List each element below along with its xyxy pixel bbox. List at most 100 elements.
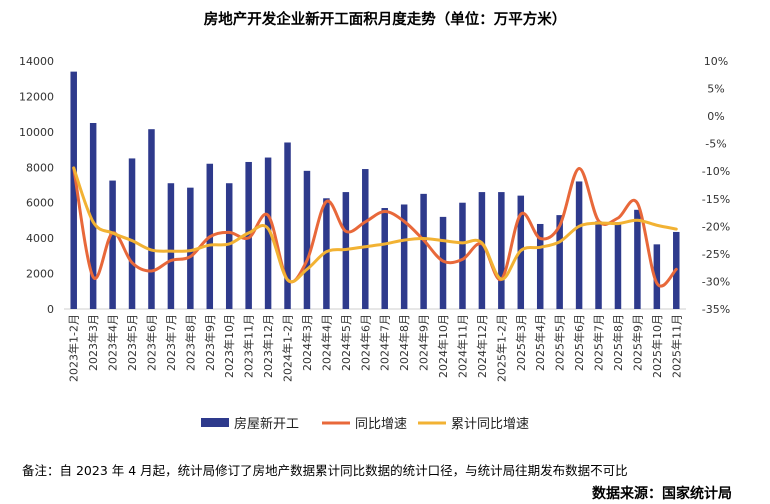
point-cumulative-yoy-growth bbox=[306, 268, 308, 270]
point-cumulative-yoy-growth bbox=[286, 279, 289, 281]
point-yoy-growth bbox=[306, 259, 308, 262]
legend-yoy-growth: 同比增速 bbox=[355, 417, 407, 432]
x-axis-tick: 2025年1-2月 bbox=[494, 314, 508, 382]
bar-new-starts bbox=[167, 183, 175, 309]
x-axis-tick: 2024年10月 bbox=[436, 314, 450, 378]
point-yoy-growth bbox=[597, 220, 600, 222]
x-axis-tick: 2023年11月 bbox=[242, 314, 256, 378]
bar-new-starts bbox=[284, 142, 291, 309]
point-yoy-growth bbox=[442, 260, 444, 262]
point-cumulative-yoy-growth bbox=[461, 242, 464, 244]
x-axis-tick: 2025年4月 bbox=[533, 314, 547, 371]
point-cumulative-yoy-growth bbox=[325, 251, 328, 253]
x-axis-tick: 2025年3月 bbox=[514, 314, 528, 371]
point-cumulative-yoy-growth bbox=[675, 228, 677, 230]
left-axis-tick: 12000 bbox=[19, 90, 54, 103]
x-axis-tick: 2024年3月 bbox=[300, 314, 314, 371]
x-axis-tick: 2024年8月 bbox=[397, 314, 411, 371]
point-cumulative-yoy-growth bbox=[481, 242, 483, 244]
point-yoy-growth bbox=[325, 200, 328, 203]
point-cumulative-yoy-growth bbox=[209, 244, 211, 246]
footnote: 备注：自 2023 年 4 月起，统计局修订了房地产数据累计同比数据的统计口径，… bbox=[22, 463, 628, 478]
bar-new-starts bbox=[439, 216, 447, 309]
right-axis-tick: 10% bbox=[704, 55, 728, 68]
x-axis-tick: 2025年7月 bbox=[592, 314, 606, 371]
x-axis-tick: 2024年6月 bbox=[358, 314, 372, 371]
point-yoy-growth bbox=[228, 231, 230, 233]
point-cumulative-yoy-growth bbox=[559, 241, 561, 243]
bar-new-starts bbox=[498, 192, 505, 309]
x-axis-tick: 2025年10月 bbox=[650, 314, 664, 378]
line-cumulative-yoy-growth bbox=[72, 166, 678, 284]
point-yoy-growth bbox=[656, 282, 658, 284]
point-cumulative-yoy-growth bbox=[364, 246, 366, 248]
point-yoy-growth bbox=[384, 210, 386, 213]
right-axis-tick: 5% bbox=[707, 83, 724, 96]
point-yoy-growth bbox=[345, 230, 347, 232]
x-axis-tick: 2023年3月 bbox=[86, 314, 100, 371]
x-axis-tick: 2023年4月 bbox=[106, 314, 120, 371]
bar-new-starts bbox=[109, 180, 116, 309]
bar-new-starts bbox=[264, 157, 272, 309]
point-cumulative-yoy-growth bbox=[442, 240, 444, 242]
bar-new-starts bbox=[556, 215, 563, 309]
left-axis-tick: 8000 bbox=[26, 161, 54, 174]
point-yoy-growth bbox=[131, 262, 133, 264]
bar-new-starts bbox=[128, 158, 136, 309]
point-cumulative-yoy-growth bbox=[597, 222, 600, 224]
point-yoy-growth bbox=[578, 167, 580, 170]
x-axis-tick: 2023年7月 bbox=[164, 314, 178, 371]
bar-new-starts bbox=[303, 170, 311, 309]
point-cumulative-yoy-growth bbox=[520, 249, 522, 252]
bar-new-starts bbox=[400, 204, 408, 309]
point-yoy-growth bbox=[364, 221, 366, 223]
bar-new-starts bbox=[245, 161, 252, 309]
bar-new-starts bbox=[575, 181, 583, 309]
point-yoy-growth bbox=[617, 217, 619, 219]
x-axis-tick: 2025年6月 bbox=[572, 314, 586, 371]
x-axis-tick: 2024年1-2月 bbox=[281, 314, 295, 382]
point-yoy-growth bbox=[170, 259, 172, 262]
point-yoy-growth bbox=[520, 213, 522, 215]
data-source: 数据来源：国家统计局 bbox=[592, 486, 732, 502]
line-yoy-growth bbox=[72, 166, 678, 288]
bar-new-starts bbox=[381, 208, 388, 309]
bar-new-starts bbox=[420, 193, 427, 309]
right-axis-tick: -10% bbox=[702, 165, 730, 178]
x-axis-tick: 2023年9月 bbox=[203, 314, 217, 371]
point-cumulative-yoy-growth bbox=[111, 232, 114, 234]
left-axis-tick: 6000 bbox=[26, 197, 54, 210]
point-yoy-growth bbox=[189, 256, 191, 258]
bar-new-starts bbox=[362, 169, 369, 309]
point-cumulative-yoy-growth bbox=[422, 237, 425, 240]
point-cumulative-yoy-growth bbox=[636, 219, 639, 221]
left-axis-tick: 4000 bbox=[26, 232, 54, 245]
left-axis-tick: 10000 bbox=[19, 126, 54, 139]
x-axis-tick: 2024年4月 bbox=[319, 314, 333, 371]
bar-new-starts bbox=[536, 223, 544, 309]
x-axis-tick: 2024年9月 bbox=[417, 314, 431, 371]
x-axis-tick: 2023年12月 bbox=[261, 314, 275, 378]
bar-new-starts bbox=[70, 71, 77, 309]
x-axis-tick: 2023年5月 bbox=[125, 314, 139, 371]
bar-new-starts bbox=[459, 202, 466, 309]
point-cumulative-yoy-growth bbox=[150, 249, 153, 251]
point-cumulative-yoy-growth bbox=[228, 243, 230, 245]
point-yoy-growth bbox=[461, 258, 464, 260]
x-axis-tick: 2023年1-2月 bbox=[67, 314, 81, 382]
point-cumulative-yoy-growth bbox=[500, 278, 502, 280]
bar-new-starts bbox=[478, 192, 486, 309]
point-cumulative-yoy-growth bbox=[92, 221, 94, 223]
bar-new-starts bbox=[653, 244, 661, 309]
point-cumulative-yoy-growth bbox=[656, 224, 658, 226]
x-axis-tick: 2025年11月 bbox=[669, 314, 683, 378]
right-axis-tick: -20% bbox=[702, 220, 730, 233]
x-axis-tick: 2024年5月 bbox=[339, 314, 353, 371]
bar-new-starts bbox=[148, 129, 155, 309]
point-yoy-growth bbox=[675, 268, 677, 270]
x-axis-tick: 2025年8月 bbox=[611, 314, 625, 371]
bar-new-starts bbox=[89, 123, 97, 309]
point-yoy-growth bbox=[539, 237, 541, 240]
chart-title: 房地产开发企业新开工面积月度走势（单位：万平方米） bbox=[204, 10, 567, 28]
